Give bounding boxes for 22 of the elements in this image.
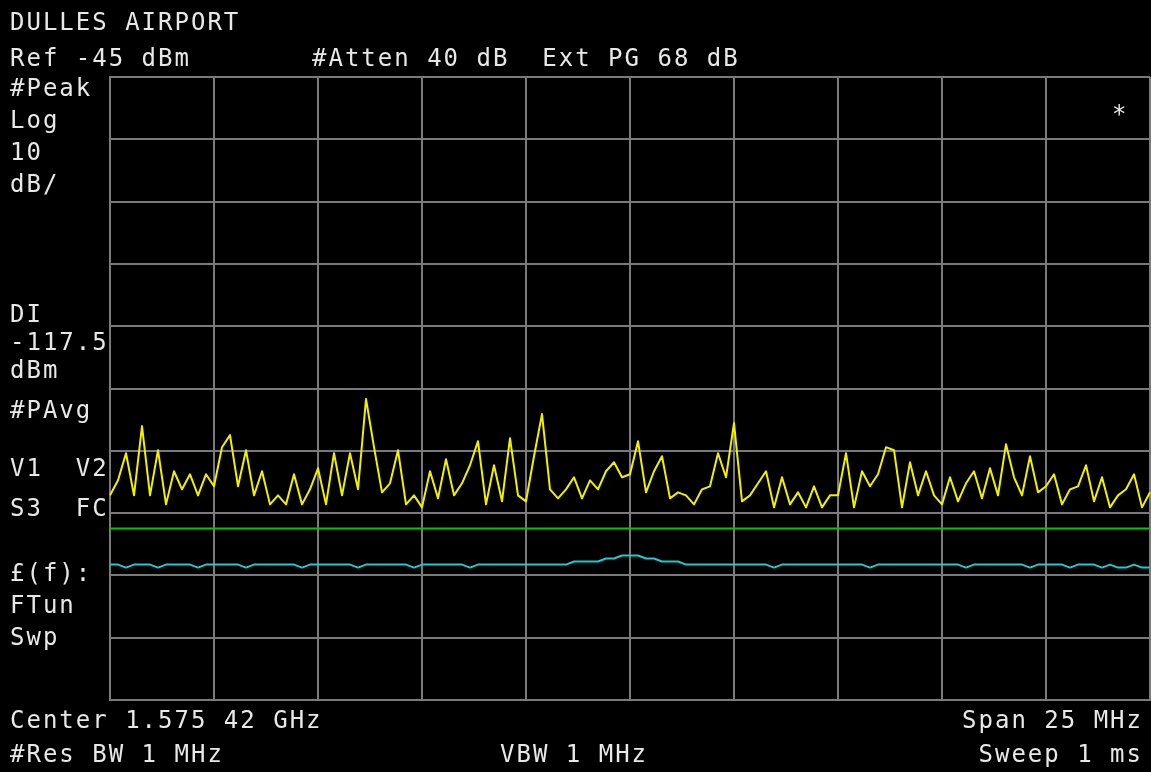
text: V1 V2 — [10, 454, 109, 482]
text: #Peak — [10, 74, 93, 102]
text: dB/ — [10, 170, 60, 198]
text: Swp — [10, 623, 60, 651]
text: Span 25 MHz — [962, 706, 1143, 734]
text: VBW 1 MHz — [500, 740, 649, 768]
text: -117.5 — [10, 328, 109, 356]
text: 10 — [10, 138, 43, 166]
text: #Res BW 1 MHz — [10, 740, 224, 768]
text: #PAvg — [10, 396, 93, 424]
text: dBm — [10, 356, 60, 384]
text: FTun — [10, 591, 76, 619]
text: * — [1112, 100, 1129, 128]
text: #Atten 40 dB Ext PG 68 dB — [312, 44, 740, 72]
text: S3 FC — [10, 494, 109, 522]
chart-title: DULLES AIRPORT — [10, 8, 241, 36]
text: Ref -45 dBm — [10, 44, 191, 72]
text: DI — [10, 300, 43, 328]
text: £(f): — [10, 559, 93, 587]
text: Sweep 1 ms — [978, 740, 1143, 768]
text: Log — [10, 106, 60, 134]
text: Center 1.575 42 GHz — [10, 706, 323, 734]
